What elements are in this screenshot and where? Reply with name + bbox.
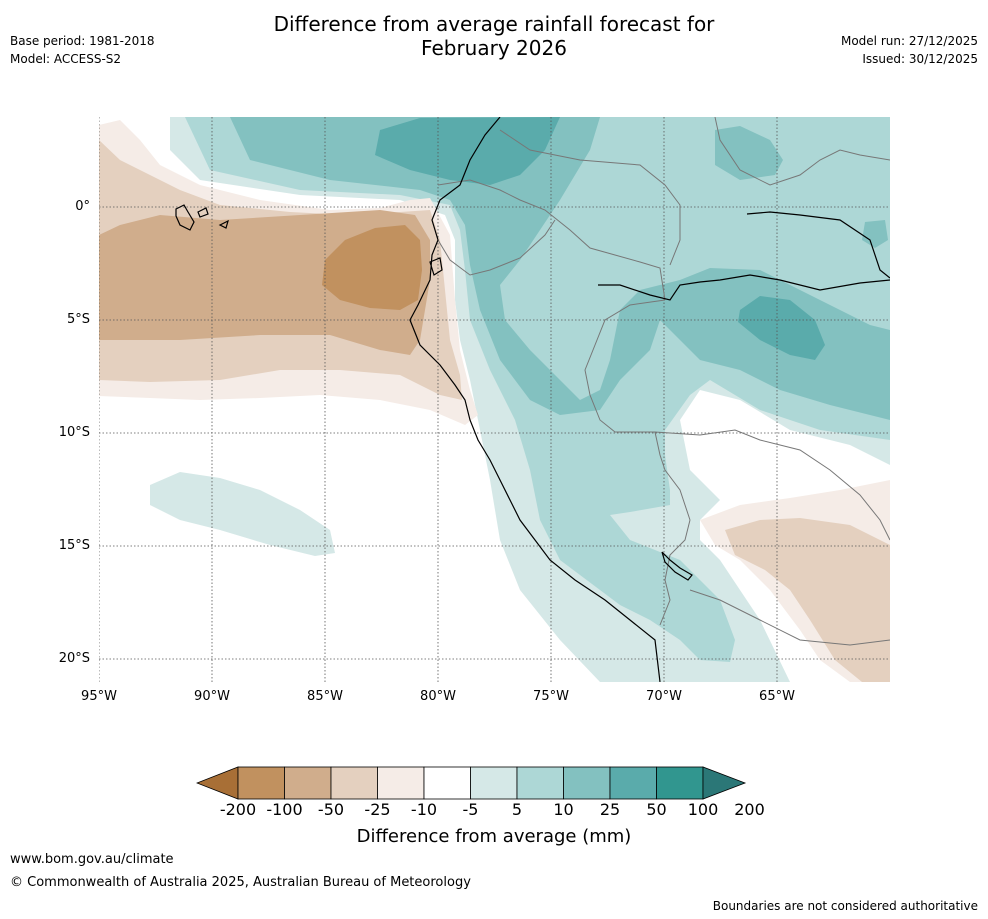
border-colombia-ecuador bbox=[437, 179, 666, 301]
coastline-west bbox=[409, 117, 661, 682]
lon-label-90w: 90°W bbox=[194, 689, 230, 704]
wet-region-25-north bbox=[715, 126, 783, 180]
colorbar-tick-label: 25 bbox=[599, 800, 621, 819]
colorbar-tick-label: 200 bbox=[734, 800, 765, 819]
galapagos-san-cristobal bbox=[218, 219, 229, 229]
chart-title: Difference from average rainfall forecas… bbox=[0, 12, 988, 60]
colorbar-title: Difference from average (mm) bbox=[356, 826, 632, 847]
country-borders bbox=[437, 117, 890, 646]
base-period-text: Base period: 1981-2018 bbox=[10, 34, 155, 48]
lat-label-10s: 10°S bbox=[58, 425, 90, 440]
lat-label-20s: 20°S bbox=[58, 651, 90, 666]
border-bolivia-brazil bbox=[654, 429, 890, 541]
colorbar-cells bbox=[196, 766, 747, 800]
lake-titicaca bbox=[661, 551, 693, 581]
colorbar-tick-label: 5 bbox=[511, 800, 523, 819]
colorbar-arrow-high bbox=[702, 766, 747, 800]
lat-label-0: 0° bbox=[75, 199, 90, 214]
colorbar-arrow-low bbox=[196, 766, 239, 800]
colorbar-cell bbox=[423, 766, 471, 800]
colorbar-cell bbox=[656, 766, 704, 800]
colorbar-tick-label: 50 bbox=[646, 800, 667, 819]
dry-region-50 bbox=[322, 225, 422, 310]
wet-region-50 bbox=[375, 117, 560, 185]
border-colombia-venezuela bbox=[499, 129, 681, 266]
lon-label-70w: 70°W bbox=[646, 689, 682, 704]
lon-label-95w: 95°W bbox=[81, 689, 117, 704]
border-venezuela-brazil bbox=[714, 117, 890, 186]
border-peru-bolivia bbox=[659, 519, 691, 626]
footer-url: www.bom.gov.au/climate bbox=[10, 852, 174, 867]
colorbar-tick-label: -25 bbox=[364, 800, 391, 819]
gulf-of-guayaquil bbox=[429, 257, 443, 276]
gridlines bbox=[99, 117, 890, 682]
title-line-1: Difference from average rainfall forecas… bbox=[273, 12, 715, 36]
border-ecuador-peru bbox=[437, 219, 556, 276]
wet-region-50-east bbox=[738, 296, 825, 360]
lon-label-85w: 85°W bbox=[307, 689, 343, 704]
colorbar-tick-label: 10 bbox=[553, 800, 574, 819]
lon-label-80w: 80°W bbox=[420, 689, 456, 704]
wet-region-25 bbox=[230, 117, 890, 420]
colorbar-tick-label: 100 bbox=[687, 800, 719, 819]
border-peru-brazil bbox=[584, 299, 691, 521]
dry-region-se-10 bbox=[725, 518, 890, 682]
colorbar-cell bbox=[237, 766, 285, 800]
colorbar-tick-label: -200 bbox=[219, 800, 257, 819]
colorbar-cell bbox=[516, 766, 564, 800]
colorbar-cell bbox=[563, 766, 611, 800]
base-info: Base period: 1981-2018 Model: ACCESS-S2 bbox=[10, 32, 155, 68]
wet-region-25-east bbox=[862, 220, 888, 248]
run-info: Model run: 27/12/2025 Issued: 30/12/2025 bbox=[841, 32, 978, 68]
wet-region-5-islands bbox=[150, 472, 335, 556]
colorbar-tick-label: -5 bbox=[462, 800, 479, 819]
footer-copyright: © Commonwealth of Australia 2025, Austra… bbox=[10, 875, 471, 890]
footer-note: Boundaries are not considered authoritat… bbox=[712, 899, 978, 913]
lon-label-75w: 75°W bbox=[533, 689, 569, 704]
colorbar-tick-label: -50 bbox=[317, 800, 345, 819]
map-field bbox=[99, 117, 890, 682]
orinoco-river bbox=[746, 211, 890, 279]
amazon-river bbox=[598, 274, 890, 301]
colorbar bbox=[196, 766, 747, 800]
galapagos-isabela bbox=[175, 204, 195, 231]
colorbar-cell bbox=[284, 766, 332, 800]
border-bolivia-south bbox=[689, 589, 890, 646]
lat-label-5s: 5°S bbox=[66, 312, 90, 327]
colorbar-tick-label: -10 bbox=[410, 800, 438, 819]
colorbar-cell bbox=[377, 766, 425, 800]
lon-label-65w: 65°W bbox=[759, 689, 795, 704]
lat-label-15s: 15°S bbox=[58, 538, 90, 553]
issued-text: Issued: 30/12/2025 bbox=[862, 52, 978, 66]
colorbar-tick-label: -100 bbox=[266, 800, 303, 819]
colorbar-cell bbox=[470, 766, 518, 800]
colorbar-cell bbox=[609, 766, 657, 800]
coastlines bbox=[175, 117, 890, 682]
colorbar-cell bbox=[330, 766, 378, 800]
galapagos-santa-cruz bbox=[197, 207, 209, 218]
title-line-2: February 2026 bbox=[421, 36, 567, 60]
model-text: Model: ACCESS-S2 bbox=[10, 52, 122, 66]
model-run-text: Model run: 27/12/2025 bbox=[840, 34, 978, 48]
